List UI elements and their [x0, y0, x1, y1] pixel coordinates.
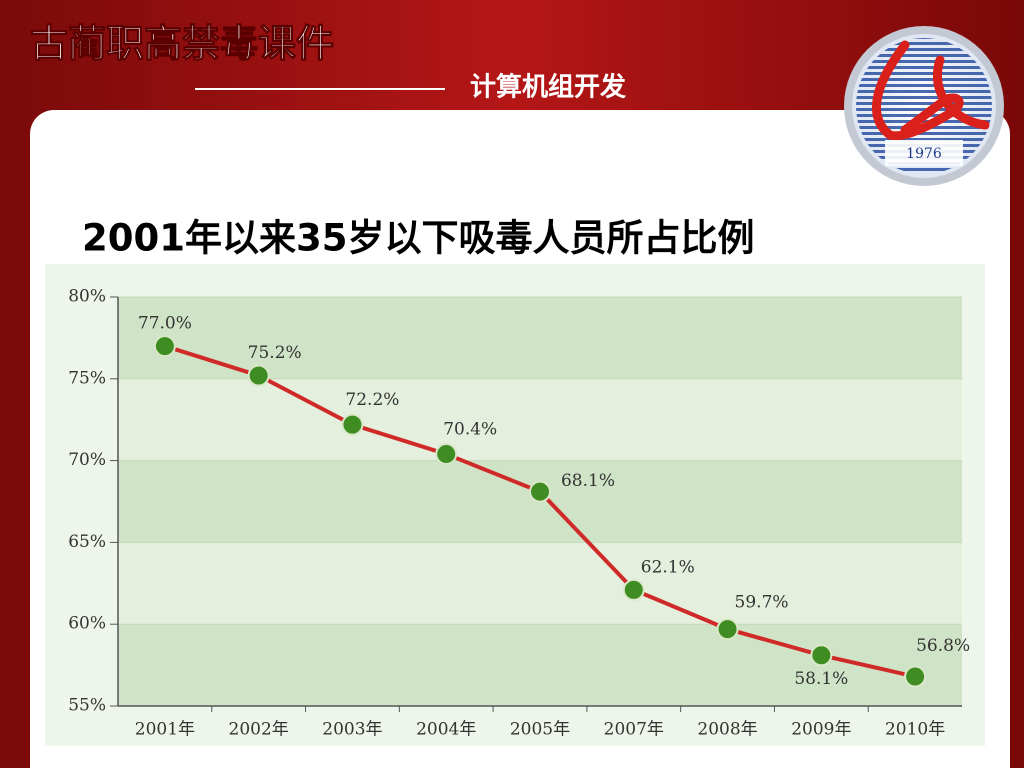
grid-band: [118, 542, 962, 625]
data-point: [435, 443, 458, 466]
grid-band: [118, 297, 962, 379]
value-label: 77.0%: [138, 314, 192, 334]
data-point: [904, 665, 927, 688]
y-tick-label: 65%: [68, 532, 106, 552]
header-title: 古蔺职高禁毒课件: [30, 22, 334, 66]
y-tick-label: 80%: [68, 287, 106, 307]
logo: 1976: [844, 26, 1004, 186]
y-tick-label: 70%: [68, 450, 106, 470]
x-tick-label: 2003年: [322, 720, 382, 740]
y-tick-label: 60%: [68, 614, 106, 634]
value-label: 59.7%: [735, 593, 789, 613]
data-point: [529, 480, 551, 503]
data-point: [247, 364, 270, 387]
chart-title: 2001年以来35岁以下吸毒人员所占比例: [82, 217, 754, 260]
value-label: 68.1%: [561, 471, 615, 491]
value-label: 70.4%: [443, 420, 497, 440]
data-point: [341, 413, 364, 436]
y-tick-label: 75%: [68, 368, 106, 388]
x-tick-label: 2007年: [604, 720, 664, 740]
value-label: 62.1%: [641, 557, 695, 577]
grid-band: [118, 378, 962, 461]
x-tick-label: 2001年: [135, 720, 195, 740]
data-point: [810, 644, 833, 667]
x-tick-label: 2004年: [416, 720, 476, 740]
x-tick-label: 2008年: [697, 720, 757, 740]
y-tick-label: 55%: [68, 696, 106, 716]
value-label: 72.2%: [345, 390, 399, 410]
logo-year: 1976: [906, 146, 942, 162]
value-label: 58.1%: [794, 669, 848, 689]
logo-emblem: [872, 40, 990, 141]
x-tick-label: 2010年: [885, 720, 945, 740]
plot: 55% 60% 65% 70% 75% 80% 2001年 2002年 2003年 2004年 20…: [68, 287, 970, 740]
logo-label-bg: [885, 140, 963, 166]
value-label: 56.8%: [916, 636, 970, 656]
grid-band: [118, 624, 962, 706]
data-point: [153, 335, 176, 358]
x-tick-label: 2005年: [510, 720, 570, 740]
header-subtitle: 计算机组开发: [470, 72, 626, 103]
data-point: [716, 618, 739, 641]
data-point: [622, 578, 645, 601]
x-tick-label: 2002年: [229, 720, 289, 740]
x-tick-label: 2009年: [791, 720, 851, 740]
value-label: 75.2%: [248, 343, 302, 363]
